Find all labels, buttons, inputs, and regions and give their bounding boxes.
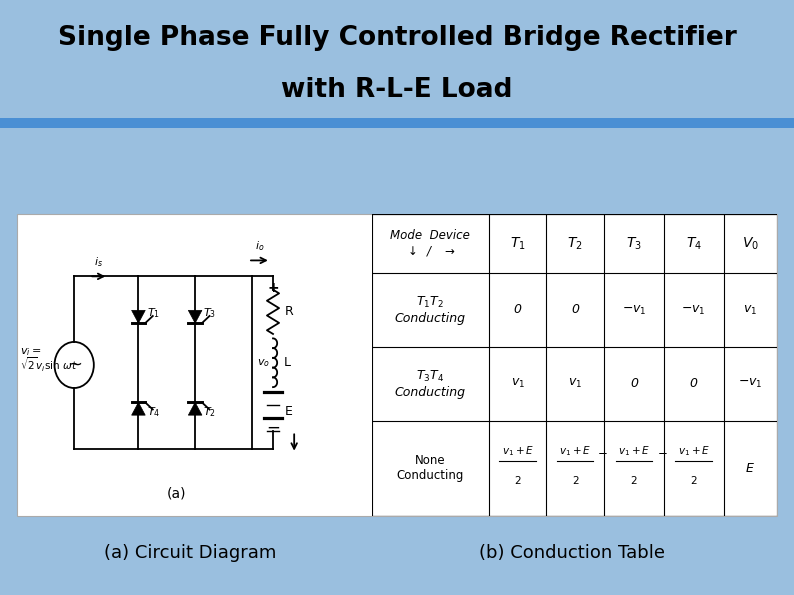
Text: $-v_1$: $-v_1$ xyxy=(622,303,646,317)
Text: (a): (a) xyxy=(167,487,186,500)
Polygon shape xyxy=(132,311,145,323)
Text: $V_0$: $V_0$ xyxy=(742,236,758,252)
Text: 0: 0 xyxy=(514,303,522,317)
Polygon shape xyxy=(188,311,202,323)
Text: $T_1T_2$
Conducting: $T_1T_2$ Conducting xyxy=(395,295,466,325)
Bar xyxy=(0,118,794,128)
Text: $v_1$: $v_1$ xyxy=(743,303,757,317)
Text: 2: 2 xyxy=(515,475,521,486)
Text: $-$: $-$ xyxy=(266,418,280,436)
Text: $-v_1$: $-v_1$ xyxy=(738,377,762,390)
Text: L: L xyxy=(283,356,291,369)
Text: 0: 0 xyxy=(690,377,698,390)
Text: $-$: $-$ xyxy=(657,444,668,458)
Text: $v_1+E$: $v_1+E$ xyxy=(677,444,710,458)
Text: (a) Circuit Diagram: (a) Circuit Diagram xyxy=(104,544,277,562)
Text: $v_1+E$: $v_1+E$ xyxy=(618,444,650,458)
Text: $\sqrt{2}v_i\sin\,\omega t$: $\sqrt{2}v_i\sin\,\omega t$ xyxy=(20,356,77,374)
Text: $-$: $-$ xyxy=(597,444,607,458)
Text: R: R xyxy=(285,305,294,318)
Text: $T_3$: $T_3$ xyxy=(626,236,642,252)
Text: with R-L-E Load: with R-L-E Load xyxy=(281,77,513,102)
Text: None
Conducting: None Conducting xyxy=(396,454,464,482)
Text: $T_1$: $T_1$ xyxy=(510,236,526,252)
Text: Single Phase Fully Controlled Bridge Rectifier: Single Phase Fully Controlled Bridge Rec… xyxy=(58,26,736,51)
Text: $T_4$: $T_4$ xyxy=(686,236,702,252)
Text: $T_1$: $T_1$ xyxy=(147,306,160,320)
Polygon shape xyxy=(132,402,145,415)
Text: $v_o$: $v_o$ xyxy=(256,357,270,369)
Text: $T_2$: $T_2$ xyxy=(203,405,217,419)
Text: E: E xyxy=(285,405,293,418)
Text: $v_1+E$: $v_1+E$ xyxy=(559,444,592,458)
Text: (b) Conduction Table: (b) Conduction Table xyxy=(479,544,665,562)
Text: $v_1+E$: $v_1+E$ xyxy=(502,444,534,458)
Text: $T_2$: $T_2$ xyxy=(568,236,583,252)
Text: Mode  Device
$\downarrow$  /   $\rightarrow$: Mode Device $\downarrow$ / $\rightarrow$ xyxy=(391,229,470,258)
Text: $T_3T_4$
Conducting: $T_3T_4$ Conducting xyxy=(395,369,466,399)
Text: $v_i =$: $v_i =$ xyxy=(20,346,41,358)
Text: $v_1$: $v_1$ xyxy=(511,377,525,390)
Text: 0: 0 xyxy=(630,377,638,390)
Text: +: + xyxy=(268,281,279,295)
Bar xyxy=(17,214,777,516)
Text: 2: 2 xyxy=(572,475,579,486)
Text: $E$: $E$ xyxy=(745,462,755,475)
Text: $i_o$: $i_o$ xyxy=(255,240,264,253)
Text: ~: ~ xyxy=(67,356,82,374)
Text: 0: 0 xyxy=(571,303,579,317)
Text: $i_s$: $i_s$ xyxy=(94,255,103,270)
Text: $T_4$: $T_4$ xyxy=(147,405,160,419)
Text: 2: 2 xyxy=(691,475,697,486)
Text: $T_3$: $T_3$ xyxy=(203,306,217,320)
Text: 2: 2 xyxy=(630,475,638,486)
Polygon shape xyxy=(188,402,202,415)
Text: $-v_1$: $-v_1$ xyxy=(681,303,706,317)
Text: $v_1$: $v_1$ xyxy=(569,377,582,390)
